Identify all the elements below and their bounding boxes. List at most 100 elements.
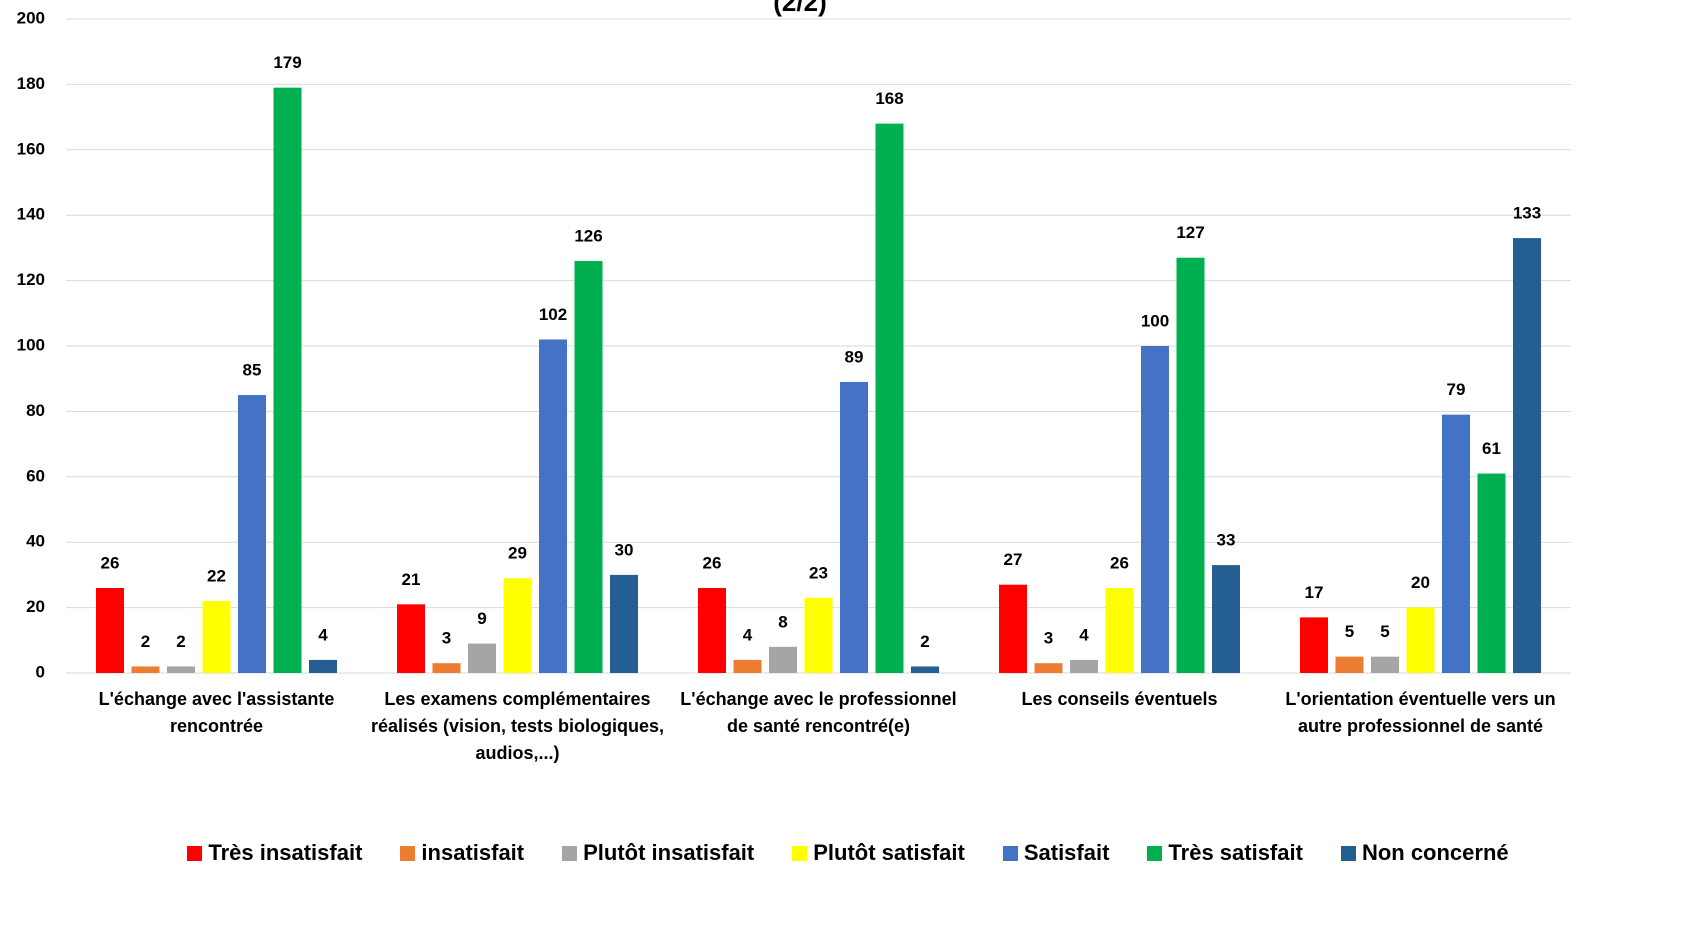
bar	[1477, 473, 1506, 673]
value-label: 21	[402, 570, 421, 589]
value-label: 2	[920, 632, 929, 651]
y-tick-label: 140	[17, 205, 45, 224]
legend-swatch	[187, 845, 203, 861]
value-label: 179	[273, 53, 301, 72]
value-label: 168	[875, 89, 903, 108]
value-label: 33	[1217, 531, 1236, 550]
legend-label: Plutôt insatisfait	[583, 840, 755, 865]
bar	[131, 666, 160, 673]
bar	[1034, 663, 1063, 673]
y-tick-label: 120	[17, 270, 45, 289]
legend-swatch	[1147, 845, 1163, 861]
y-tick-label: 160	[17, 139, 45, 158]
value-label: 4	[1079, 625, 1089, 644]
bar	[1070, 659, 1098, 673]
value-label: 85	[243, 361, 262, 380]
value-label: 3	[1044, 629, 1053, 648]
legend-swatch	[792, 845, 808, 861]
value-label: 126	[574, 226, 602, 245]
value-label: 9	[477, 609, 486, 628]
bar	[96, 587, 124, 673]
bar	[1513, 238, 1541, 673]
bar	[397, 604, 425, 673]
legend-item: insatisfait	[400, 840, 524, 866]
x-tick-label: L'échange avec le professionnel de santé…	[680, 689, 957, 736]
legend-swatch	[1002, 845, 1018, 861]
bar	[1105, 587, 1134, 673]
y-tick-label: 0	[36, 662, 45, 681]
value-label: 3	[442, 629, 451, 648]
value-label: 23	[809, 563, 828, 582]
bar	[1371, 656, 1399, 673]
bar	[698, 587, 726, 673]
legend-item: Satisfait	[1002, 840, 1109, 866]
bar	[503, 578, 532, 673]
value-label: 61	[1482, 439, 1501, 458]
legend-swatch	[1340, 845, 1356, 861]
y-tick-label: 180	[17, 74, 45, 93]
y-tick-label: 100	[17, 335, 45, 354]
value-label: 4	[743, 625, 753, 644]
x-tick-label: Les examens complémentaires réalisés (vi…	[370, 689, 665, 763]
bar	[574, 260, 603, 673]
x-tick-label: L'échange avec l'assistante rencontrée	[98, 689, 335, 736]
legend-label: Très insatisfait	[208, 840, 363, 865]
value-label: 26	[1110, 553, 1129, 572]
bar	[875, 123, 904, 673]
legend-label: Très satisfait	[1168, 840, 1303, 865]
value-label: 29	[508, 544, 527, 563]
y-tick-label: 40	[26, 532, 45, 551]
bar	[1212, 565, 1240, 673]
bar	[432, 663, 461, 673]
legend: Très insatisfait insatisfait Plutôt insati…	[0, 840, 1696, 866]
value-label: 5	[1380, 622, 1389, 641]
bar	[167, 666, 195, 673]
bar	[539, 339, 567, 673]
bar	[804, 597, 833, 673]
bar	[733, 659, 762, 673]
y-tick-label: 20	[26, 597, 45, 616]
bar	[1335, 656, 1364, 673]
value-label: 4	[318, 625, 328, 644]
value-label: 22	[207, 567, 226, 586]
value-label: 2	[176, 632, 185, 651]
bar	[840, 381, 868, 673]
value-label: 5	[1345, 622, 1354, 641]
legend-swatch	[400, 845, 416, 861]
value-label: 20	[1411, 573, 1430, 592]
value-label: 89	[845, 347, 864, 366]
value-label: 17	[1305, 583, 1324, 602]
value-label: 30	[615, 540, 634, 559]
x-tick-label: L'orientation éventuelle vers un autre p…	[1285, 689, 1556, 736]
value-label: 79	[1447, 380, 1466, 399]
bar	[1141, 346, 1169, 673]
chart-title: (2/2)	[773, 0, 826, 17]
legend-item: Très insatisfait	[187, 840, 362, 866]
value-label: 100	[1141, 311, 1169, 330]
value-label: 102	[539, 305, 567, 324]
x-tick-label: Les conseils éventuels	[1021, 689, 1218, 709]
value-label: 8	[778, 612, 787, 631]
legend-item: Non concerné	[1340, 840, 1509, 866]
legend-label: Non concerné	[1361, 840, 1509, 865]
bar	[999, 584, 1027, 673]
bar	[468, 643, 496, 673]
bar	[1300, 617, 1328, 673]
bar	[610, 574, 638, 673]
legend-label: insatisfait	[421, 840, 525, 865]
value-label: 127	[1176, 223, 1204, 242]
y-tick-label: 80	[26, 401, 45, 420]
bar	[273, 87, 302, 674]
legend-item: Très satisfait	[1147, 840, 1303, 866]
bar	[1406, 607, 1435, 673]
value-label: 133	[1513, 204, 1541, 223]
y-tick-label: 200	[17, 8, 45, 27]
legend-label: Plutôt satisfait	[813, 840, 965, 865]
bar	[769, 646, 797, 673]
bar	[911, 666, 939, 673]
value-label: 26	[101, 553, 120, 572]
value-label: 2	[141, 632, 150, 651]
bar	[309, 659, 337, 673]
bar	[1176, 257, 1205, 673]
